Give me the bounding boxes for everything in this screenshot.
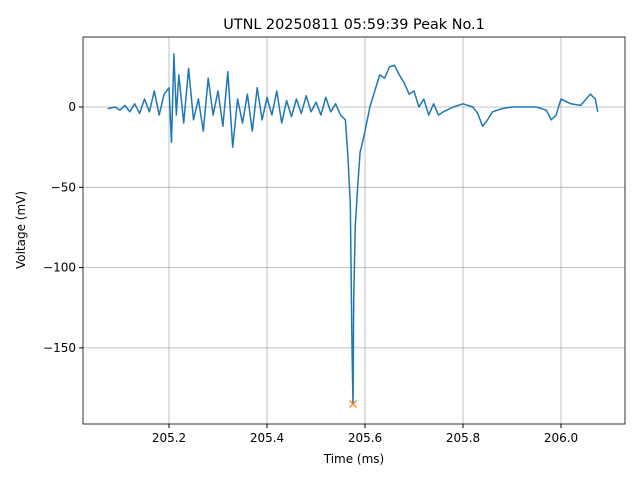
- y-tick-label: 0: [68, 100, 76, 114]
- x-tick-label: 205.8: [446, 431, 480, 445]
- line-series: [107, 53, 599, 405]
- y-tick-label: −50: [51, 180, 76, 194]
- x-tick-label: 206.0: [544, 431, 578, 445]
- peak-marker: [349, 400, 357, 409]
- x-axis-label: Time (ms): [323, 452, 385, 466]
- x-tick-label: 205.4: [250, 431, 284, 445]
- plot-frame: [82, 36, 626, 425]
- x-tick-label: 205.2: [152, 431, 186, 445]
- y-axis-label: Voltage (mV): [14, 191, 28, 269]
- x-tick-label: 205.6: [348, 431, 382, 445]
- chart-title: UTNL 20250811 05:59:39 Peak No.1: [223, 17, 485, 33]
- y-tick-label: −100: [43, 261, 76, 275]
- y-tick-label: −150: [43, 341, 76, 355]
